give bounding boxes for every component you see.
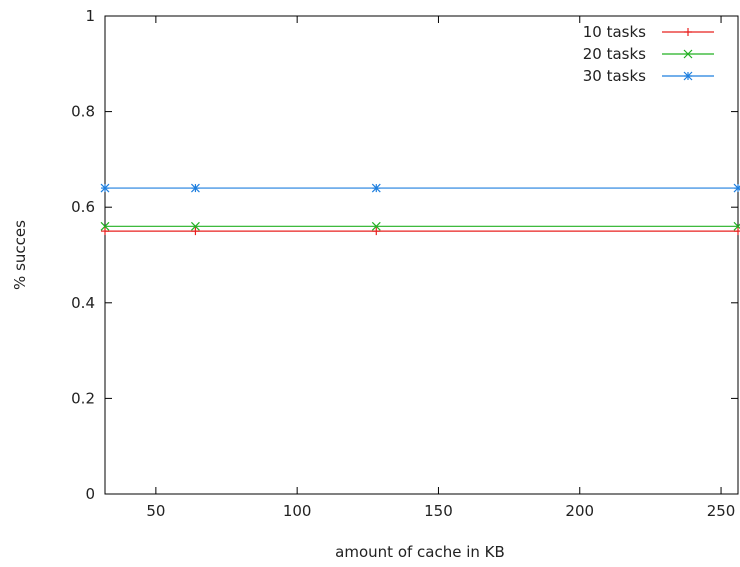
legend-label: 20 tasks — [583, 45, 646, 63]
y-tick-label: 1 — [85, 7, 95, 25]
series-2-point — [371, 221, 381, 231]
x-tick-label: 50 — [146, 502, 165, 520]
series-2-point — [191, 221, 200, 231]
y-tick-label: 0.6 — [71, 198, 95, 216]
x-axis: 50 100 150 200 250 — [146, 16, 735, 520]
y-tick-label: 0.8 — [71, 103, 95, 121]
legend-marker — [683, 49, 693, 59]
x-tick-label: 150 — [424, 502, 453, 520]
series-3-point — [371, 183, 381, 193]
series-layer — [100, 183, 740, 236]
plot-frame — [104, 15, 739, 495]
series-2-point — [100, 221, 110, 231]
x-tick-label: 250 — [707, 502, 736, 520]
series-3-point — [191, 183, 200, 193]
legend-label: 10 tasks — [583, 23, 646, 41]
x-tick-label: 200 — [565, 502, 594, 520]
y-axis: 0 0.2 0.4 0.6 0.8 1 — [71, 7, 738, 503]
x-tick-label: 100 — [283, 502, 312, 520]
x-axis-label: amount of cache in KB — [335, 543, 505, 561]
legend-marker — [683, 71, 693, 81]
y-tick-label: 0 — [85, 485, 95, 503]
series-1-point — [734, 227, 740, 236]
y-axis-label: % succes — [11, 220, 29, 290]
series-1-point — [101, 227, 109, 236]
series-1-point — [191, 227, 200, 236]
series-3-point — [100, 183, 110, 193]
legend-marker — [684, 28, 692, 36]
series-2-point — [733, 221, 740, 231]
series-1-point — [372, 227, 381, 236]
y-tick-label: 0.2 — [71, 389, 95, 407]
series-3-point — [733, 183, 740, 193]
legend-label: 30 tasks — [583, 67, 646, 85]
legend: 10 tasks 20 tasks 30 tasks — [583, 23, 714, 85]
y-tick-label: 0.4 — [71, 294, 95, 312]
